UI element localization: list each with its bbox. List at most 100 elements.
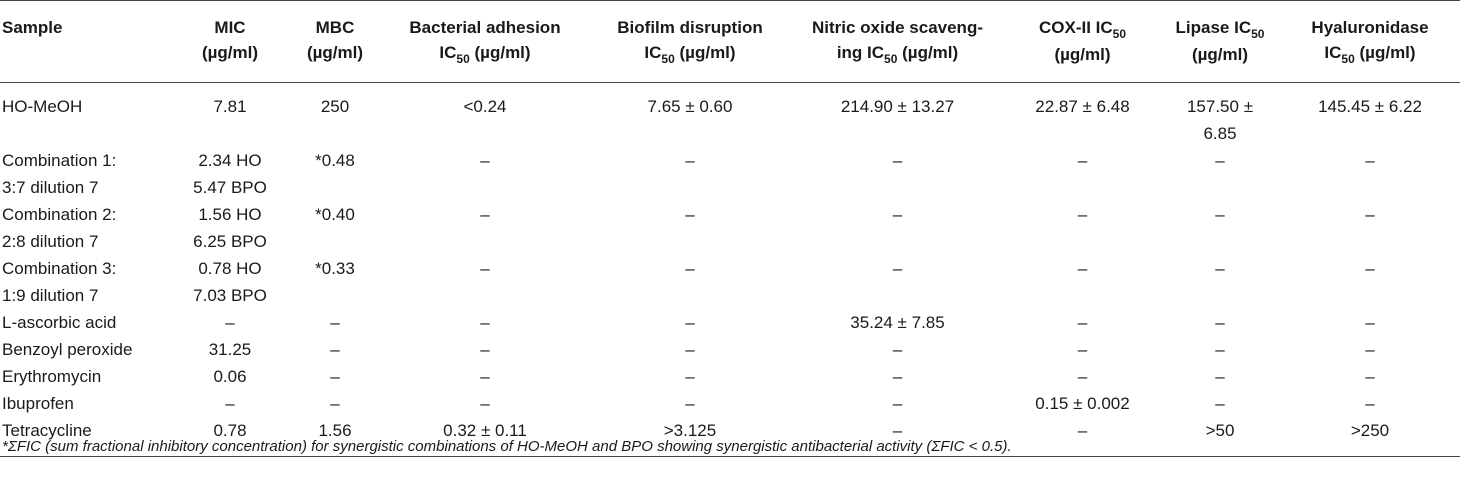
- cell-nitric: –: [892, 259, 903, 278]
- table-row: Erythromycin 0.06 – – – – – – –: [0, 363, 1460, 390]
- cell-nitric: –: [892, 394, 903, 413]
- cell-line: Erythromycin: [2, 367, 102, 386]
- cell-hyal: –: [1365, 340, 1375, 359]
- cell-mic: –: [170, 309, 290, 336]
- header-mic: MIC (µg/ml): [170, 0, 290, 83]
- cell-line: 6.85: [1203, 124, 1237, 143]
- table-row: Benzoyl peroxide 31.25 – – – – – – –: [0, 336, 1460, 363]
- cell-adhesion: –: [480, 313, 490, 332]
- cell-sample: Combination 1: 3:7 dilution 7: [0, 147, 170, 201]
- cell-line: –: [225, 313, 235, 332]
- cell-hyal: –: [1365, 151, 1375, 170]
- cell-line: –: [1215, 205, 1225, 224]
- cell-mic: 0.78 HO 7.03 BPO: [170, 255, 290, 309]
- cell-sample: Combination 2: 2:8 dilution 7: [0, 201, 170, 255]
- cell-sample: HO-MeOH: [0, 83, 170, 148]
- cell-line: 7.03 BPO: [193, 286, 267, 305]
- cell-sample: Ibuprofen: [0, 390, 170, 417]
- cell-lipase: –: [1160, 255, 1280, 309]
- cell-line: Tetracycline: [2, 421, 92, 440]
- results-table: Sample MIC (µg/ml) MBC (µg/ml) Bacterial a…: [0, 0, 1460, 457]
- cell-adhesion: 0.32 ± 0.11: [380, 417, 590, 457]
- cell-biofilm: –: [685, 259, 695, 278]
- cell-biofilm: –: [685, 205, 695, 224]
- cell-line: Combination 1:: [2, 151, 117, 170]
- table-row: L-ascorbic acid – – – – 35.24 ± 7.85 – – –: [0, 309, 1460, 336]
- cell-lipase: –: [1160, 147, 1280, 201]
- cell-mic: –: [170, 390, 290, 417]
- table-row: Combination 2: 2:8 dilution 7 1.56 HO 6.25 …: [0, 201, 1460, 255]
- cell-mbc: *0.48: [315, 151, 355, 170]
- cell-line: –: [1215, 367, 1225, 386]
- cell-adhesion: –: [480, 340, 490, 359]
- cell-biofilm: –: [685, 151, 695, 170]
- cell-line: –: [1215, 259, 1225, 278]
- cell-cox: 22.87 ± 6.48: [1035, 97, 1130, 116]
- cell-line: 0.78 HO: [198, 259, 262, 278]
- cell-line: 1:9 dilution 7: [2, 286, 99, 305]
- header-lipase: Lipase IC50 (µg/ml): [1160, 0, 1280, 83]
- cell-mbc: –: [330, 340, 340, 359]
- cell-biofilm: >3.125: [590, 417, 790, 457]
- cell-line: –: [1215, 151, 1225, 170]
- cell-sample: Tetracycline: [0, 417, 170, 457]
- cell-line: L-ascorbic acid: [2, 313, 117, 332]
- cell-line: >50: [1205, 421, 1235, 440]
- cell-line: HO-MeOH: [2, 97, 83, 116]
- cell-mbc: 1.56: [290, 417, 380, 457]
- cell-lipase: –: [1160, 363, 1280, 390]
- cell-biofilm: 7.65 ± 0.60: [647, 97, 733, 116]
- cell-line: 5.47 BPO: [193, 178, 267, 197]
- cell-hyal: 145.45 ± 6.22: [1318, 97, 1422, 116]
- footnote: *ΣFIC (sum fractional inhibitory concent…: [2, 438, 1012, 455]
- header-row: Sample MIC (µg/ml) MBC (µg/ml) Bacterial a…: [0, 0, 1460, 83]
- cell-mbc: *0.40: [315, 205, 355, 224]
- cell-line: Benzoyl peroxide: [2, 340, 133, 359]
- cell-lipase: –: [1160, 390, 1280, 417]
- cell-mic: 0.06: [170, 363, 290, 390]
- cell-line: Combination 3:: [2, 259, 117, 278]
- cell-sample: Combination 3: 1:9 dilution 7: [0, 255, 170, 309]
- cell-sample: Benzoyl peroxide: [0, 336, 170, 363]
- cell-mic: 1.56 HO 6.25 BPO: [170, 201, 290, 255]
- cell-mbc: *0.33: [315, 259, 355, 278]
- cell-mbc: 250: [320, 97, 350, 116]
- cell-line: 1.56 HO: [198, 205, 262, 224]
- cell-line: 0.06: [213, 367, 247, 386]
- cell-adhesion: <0.24: [463, 97, 507, 116]
- cell-biofilm: –: [685, 367, 695, 386]
- cell-hyal: –: [1365, 367, 1375, 386]
- header-mbc: MBC (µg/ml): [290, 0, 380, 83]
- cell-line: –: [1215, 340, 1225, 359]
- cell-nitric: –: [892, 151, 903, 170]
- cell-hyal: –: [1365, 394, 1375, 413]
- cell-biofilm: –: [685, 313, 695, 332]
- cell-line: 0.78: [213, 421, 247, 440]
- cell-line: 2.34 HO: [198, 151, 262, 170]
- cell-line: –: [1215, 313, 1225, 332]
- cell-line: –: [1215, 394, 1225, 413]
- cell-line: 31.25: [208, 340, 252, 359]
- cell-cox: –: [1077, 151, 1088, 170]
- cell-adhesion: –: [480, 205, 490, 224]
- cell-cox: –: [1005, 417, 1160, 457]
- cell-line: Combination 2:: [2, 205, 117, 224]
- cell-mic: 7.81: [170, 83, 290, 148]
- cell-adhesion: –: [480, 259, 490, 278]
- cell-mbc: –: [330, 394, 340, 413]
- cell-lipase: –: [1160, 336, 1280, 363]
- cell-lipase: –: [1160, 201, 1280, 255]
- table-row: Tetracycline 0.78 1.56 0.32 ± 0.11 >3.125– – >…: [0, 417, 1460, 457]
- cell-adhesion: –: [480, 367, 490, 386]
- table-row: HO-MeOH 7.81 250 <0.24 7.65 ± 0.60 214.90 ± 1…: [0, 83, 1460, 148]
- cell-hyal: –: [1365, 313, 1375, 332]
- cell-nitric: 214.90 ± 13.27: [840, 97, 955, 116]
- cell-cox: –: [1077, 313, 1088, 332]
- header-adhesion: Bacterial adhesion IC50 (µg/ml): [380, 0, 590, 83]
- table-row: Ibuprofen – – – – – 0.15 ± 0.002 – –: [0, 390, 1460, 417]
- cell-cox: –: [1077, 367, 1088, 386]
- cell-lipase: >50: [1160, 417, 1280, 457]
- cell-line: 157.50 ±: [1186, 97, 1254, 116]
- cell-lipase: –: [1160, 309, 1280, 336]
- cell-nitric: –: [892, 205, 903, 224]
